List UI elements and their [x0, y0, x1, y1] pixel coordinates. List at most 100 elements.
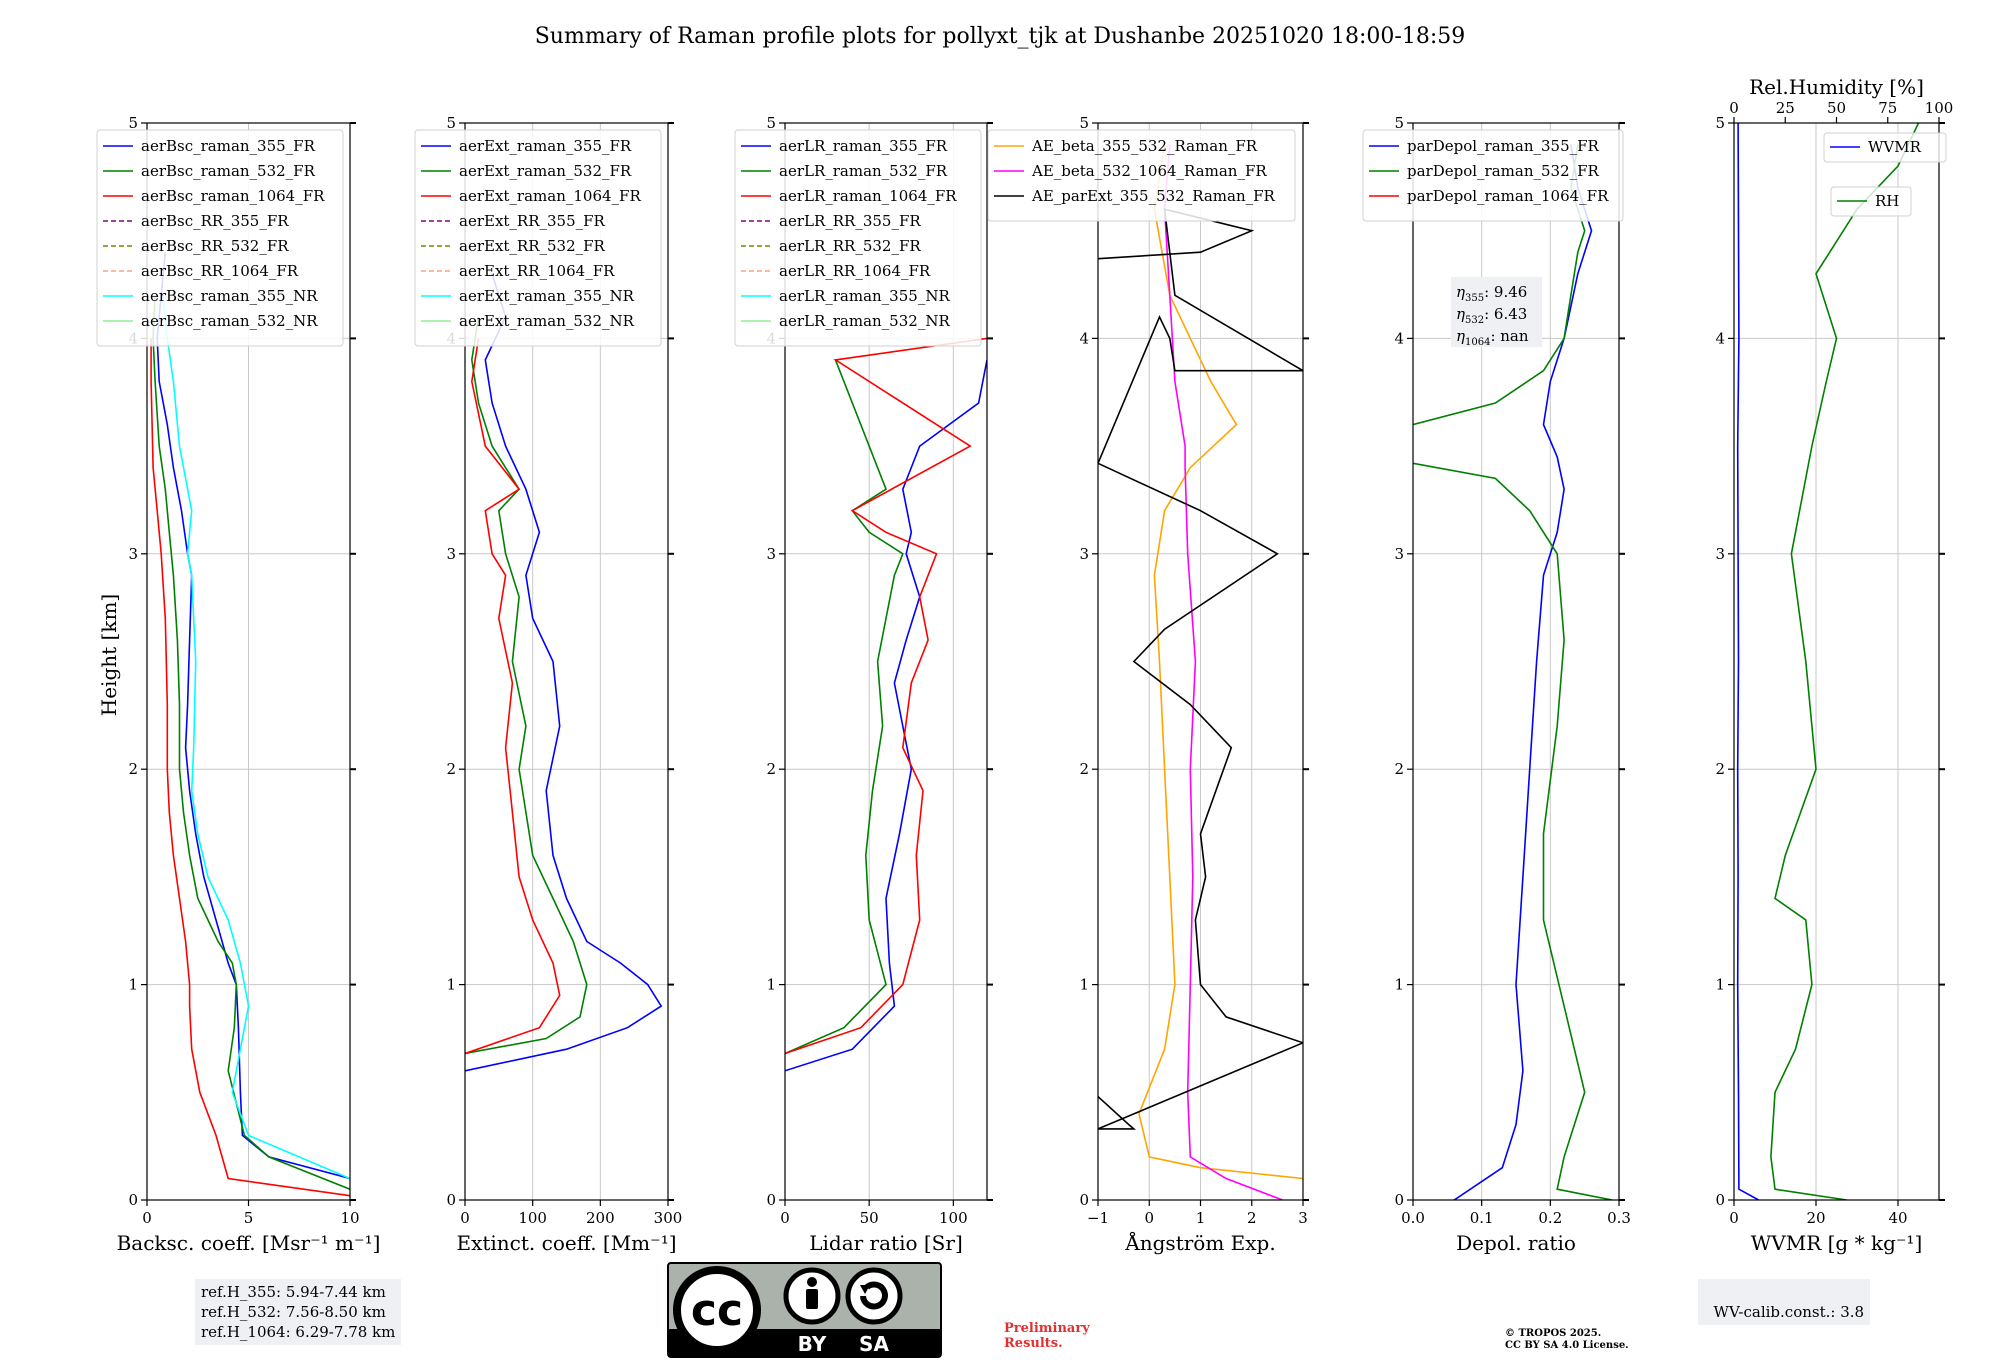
eta-number: : 6.43: [1484, 305, 1527, 323]
wv-calib-text: WV-calib.const.: 3.8: [1713, 1303, 1865, 1321]
y-tick-label: 1: [1079, 976, 1089, 994]
legend-label: aerLR_RR_1064_FR: [779, 262, 931, 280]
x-tick-label: 0.3: [1607, 1209, 1631, 1227]
legend-label: aerBsc_raman_1064_FR: [141, 187, 325, 205]
eta-symbol: η: [1456, 327, 1465, 345]
cc-text: cc: [691, 1285, 743, 1336]
wv-calib-box: WV-calib.const.: 3.8: [1698, 1279, 1871, 1325]
y-axis-label: Height [km]: [97, 594, 121, 716]
y-tick-label: 1: [1394, 976, 1404, 994]
legend-label: aerExt_raman_532_NR: [459, 312, 635, 330]
legend-label: aerExt_raman_532_FR: [459, 162, 632, 180]
legend-label: aerBsc_RR_355_FR: [141, 212, 289, 230]
legend: parDepol_raman_355_FR parDepol_raman_532_…: [1362, 129, 1624, 222]
series-parDepol_raman_355_FR: [1453, 144, 1593, 1200]
legend-box: [1362, 129, 1624, 222]
x-axis-label: Depol. ratio: [1456, 1231, 1576, 1255]
x-axis-label: Lidar ratio [Sr]: [809, 1231, 963, 1255]
x-tick-label: 0: [780, 1209, 790, 1227]
legend-label: AE_parExt_355_532_Raman_FR: [1031, 187, 1276, 205]
x-tick-label: 0: [142, 1209, 152, 1227]
x-tick-label: −1: [1087, 1209, 1109, 1227]
top-x-axis-label: Rel.Humidity [%]: [1749, 75, 1924, 99]
legend-label: aerLR_RR_532_FR: [779, 237, 921, 255]
y-tick-label: 0: [766, 1191, 776, 1209]
copyright-line-1: © TROPOS 2025.: [1505, 1328, 1602, 1339]
legend: AE_beta_355_532_Raman_FR AE_beta_532_1064…: [987, 129, 1296, 222]
legend-label: aerBsc_raman_355_FR: [141, 137, 316, 155]
y-tick-label: 3: [1715, 545, 1725, 563]
series-group: [465, 273, 663, 1072]
x-tick-label: 0.2: [1538, 1209, 1562, 1227]
y-tick-label: 3: [128, 545, 138, 563]
x-tick-label: 50: [860, 1209, 879, 1227]
x-tick-label: 0: [1729, 1209, 1739, 1227]
y-tick-label: 5: [128, 114, 138, 132]
y-tick-label: 5: [1394, 114, 1404, 132]
legend: aerExt_raman_355_FR aerExt_raman_532_FRae…: [414, 129, 662, 347]
top-x-tick-label: 50: [1827, 99, 1846, 117]
legend-label: parDepol_raman_532_FR: [1407, 162, 1600, 180]
y-tick-label: 2: [128, 760, 138, 778]
x-tick-label: 3: [1298, 1209, 1308, 1227]
y-tick-label: 4: [1715, 329, 1725, 347]
x-tick-label: 2: [1247, 1209, 1257, 1227]
y-tick-label: 5: [1079, 114, 1089, 132]
legend-label: AE_beta_532_1064_Raman_FR: [1031, 162, 1267, 180]
legend-rh: RH: [1830, 186, 1912, 217]
y-tick-label: 1: [128, 976, 138, 994]
series-parDepol_raman_532_FR: [1413, 462, 1613, 1200]
legend-label: parDepol_raman_1064_FR: [1407, 187, 1609, 205]
y-tick-label: 2: [1394, 760, 1404, 778]
y-tick-label: 2: [1079, 760, 1089, 778]
legend-label: aerLR_raman_355_NR: [779, 287, 950, 305]
legend-box: [96, 129, 344, 347]
legend-label: aerLR_raman_532_NR: [779, 312, 950, 330]
y-tick-label: 0: [1394, 1191, 1404, 1209]
y-tick-label: 3: [446, 545, 456, 563]
y-tick-label: 3: [1079, 545, 1089, 563]
legend-label: aerExt_raman_1064_FR: [459, 187, 641, 205]
y-tick-label: 2: [766, 760, 776, 778]
x-tick-label: 100: [518, 1209, 547, 1227]
legend-label: aerExt_RR_1064_FR: [459, 262, 615, 280]
series-group: [150, 252, 350, 1197]
y-tick-label: 0: [446, 1191, 456, 1209]
axes-frame: [1412, 122, 1620, 1201]
legend-label: aerLR_RR_355_FR: [779, 212, 921, 230]
x-tick-label: 300: [654, 1209, 683, 1227]
eta-subscript: 355: [1465, 293, 1484, 304]
legend: aerBsc_raman_355_FR aerBsc_raman_532_FRae…: [96, 129, 344, 347]
series-aerExt_raman_1064_FR: [465, 338, 561, 1055]
axes-frame: [784, 122, 988, 1201]
ref-height-box: ref.H_355: 5.94-7.44 km ref.H_532: 7.56-8…: [195, 1279, 402, 1345]
top-x-tick-label: 75: [1878, 99, 1897, 117]
x-axis-label: Ångström Exp.: [1124, 1230, 1275, 1255]
eta-value-1064: η1064: nan: [1456, 327, 1529, 348]
series-aerExt_raman_532_FR: [465, 316, 588, 1055]
legend-label: aerBsc_raman_532_NR: [141, 312, 318, 330]
legend-label: WVMR: [1868, 138, 1922, 156]
eta-number: : 9.46: [1484, 283, 1527, 301]
ref-height-532: ref.H_532: 7.56-8.50 km: [201, 1303, 386, 1321]
series-AE_parExt_355_532_Raman_FR: [1098, 208, 1303, 1130]
x-tick-label: 20: [1806, 1209, 1825, 1227]
legend-box: [734, 129, 982, 347]
eta-symbol: η: [1456, 305, 1465, 323]
top-x-tick-label: 100: [1925, 99, 1954, 117]
legend-label: RH: [1875, 192, 1899, 210]
y-tick-label: 1: [446, 976, 456, 994]
series-aerLR_raman_1064_FR: [785, 337, 987, 1055]
series-aerBsc_raman_1064_FR: [150, 338, 350, 1197]
x-tick-label: 10: [340, 1209, 359, 1227]
x-tick-label: 0.1: [1470, 1209, 1494, 1227]
eta-subscript: 532: [1465, 315, 1484, 326]
